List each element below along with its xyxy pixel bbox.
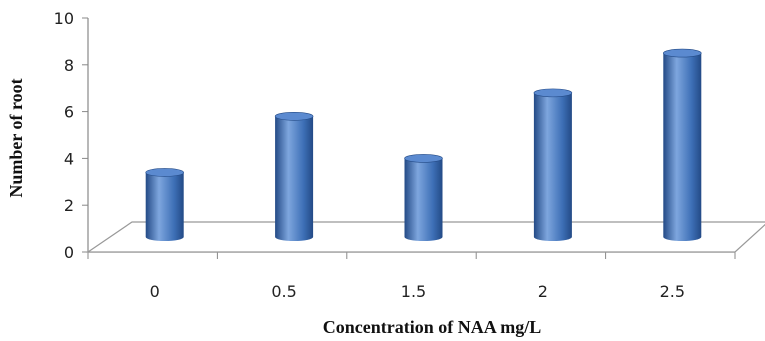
y-tick-label: 4 [64,149,74,168]
bar-body [663,53,702,241]
x-tick-label: 0 [150,282,160,301]
bar [145,168,184,241]
bar-top [145,168,184,177]
x-tick-label: 2 [538,282,548,301]
y-tick-label: 2 [64,196,74,215]
bar-top [274,111,314,121]
x-tick-labels: 0 0.5 1.5 2 2.5 [150,282,685,301]
bar-body [275,116,314,241]
bar [662,48,702,241]
bar-top [662,48,702,58]
bar [274,111,314,241]
y-tick-label: 0 [64,243,74,262]
bar [533,88,573,241]
x-tick-label: 1.5 [401,282,426,301]
y-axis-title: Number of root [6,78,26,197]
x-axis-title: Concentration of NAA mg/L [323,317,542,337]
bar-body [145,172,184,241]
bar-top [404,154,443,163]
y-tick-label: 8 [64,56,74,75]
bar-top [533,88,573,98]
y-tick-label: 10 [54,9,74,28]
bars [145,48,702,241]
bar [404,154,443,241]
bar-body [404,158,443,241]
y-tick-labels: 0 2 4 6 8 10 [54,9,74,262]
x-tick-label: 0.5 [271,282,296,301]
x-tick-label: 2.5 [660,282,685,301]
y-tick-label: 6 [64,103,74,122]
bar-body [533,92,572,241]
